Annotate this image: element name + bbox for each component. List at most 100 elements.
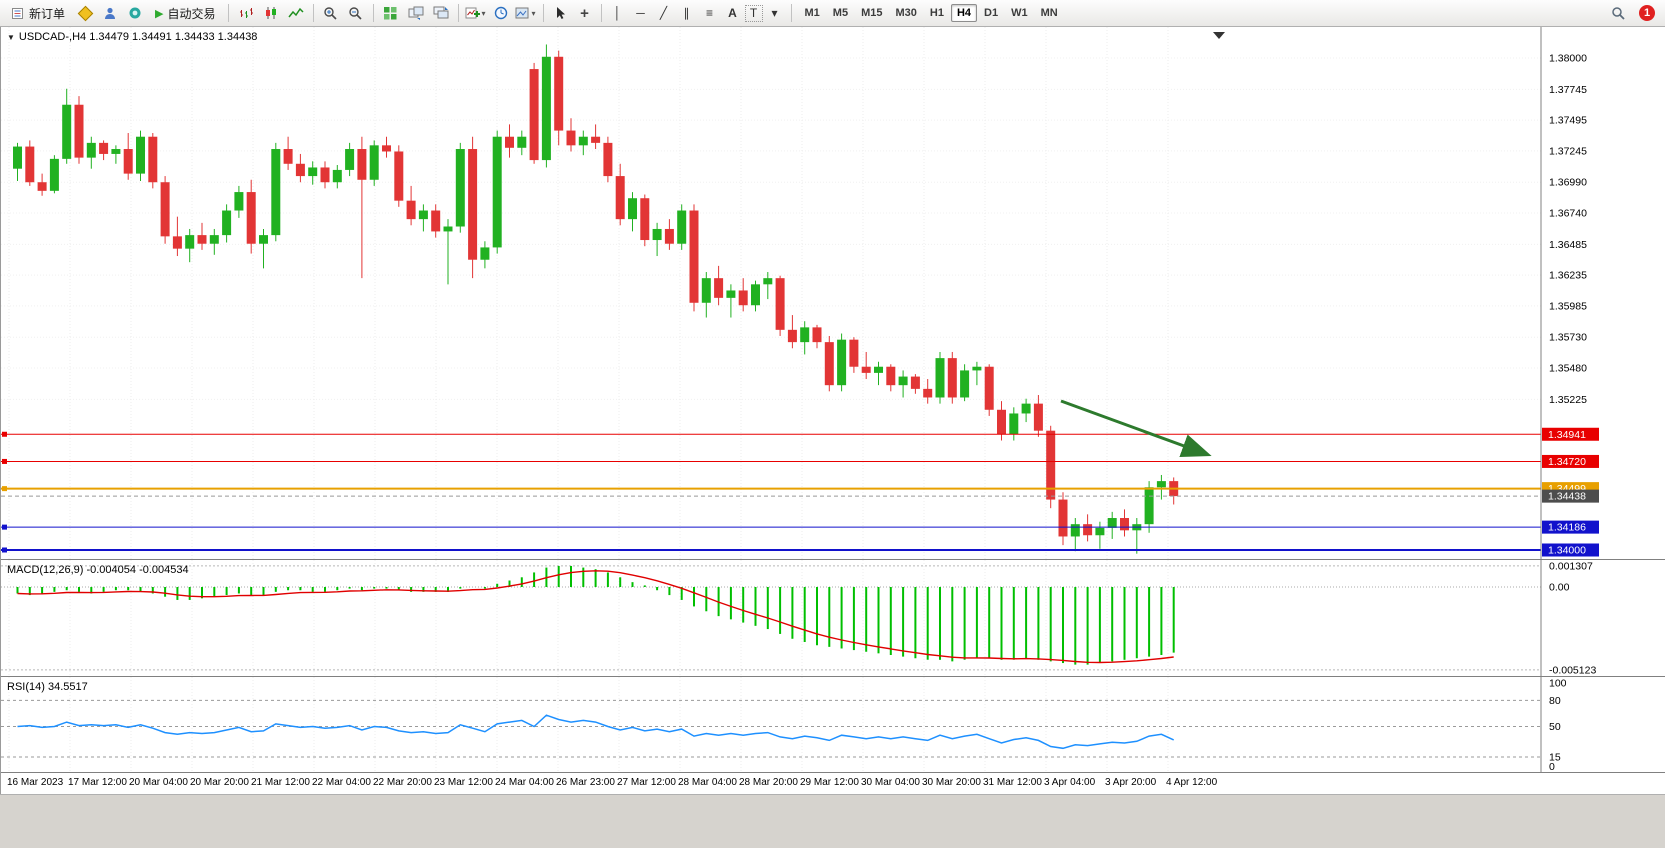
macd-panel-canvas[interactable]: 0.001307 0.00 -0.005123 xyxy=(1,559,1665,676)
scroll-to-end-marker[interactable] xyxy=(1213,32,1225,39)
line-handle[interactable] xyxy=(2,458,7,464)
timeframe-button-m1[interactable]: M1 xyxy=(804,7,820,19)
fibonacci-tool-button[interactable]: ≡ xyxy=(705,6,713,20)
new-order-label: 新订单 xyxy=(29,6,66,21)
arrange-windows-button[interactable] xyxy=(404,3,428,23)
time-axis-label: 3 Apr 04:00 xyxy=(1044,777,1096,788)
timeframe-button-h1[interactable]: H1 xyxy=(929,7,944,19)
svg-text:1.36485: 1.36485 xyxy=(1549,239,1587,251)
cursor-tool-button[interactable] xyxy=(549,3,573,23)
trend-arrow-annotation[interactable] xyxy=(1060,399,1212,458)
timeframe-button-h4[interactable]: H4 xyxy=(950,4,977,22)
tile-windows-button[interactable] xyxy=(379,3,403,23)
zoom-in-button[interactable] xyxy=(319,3,343,23)
separator xyxy=(790,4,792,22)
period-clock-button[interactable] xyxy=(489,3,513,23)
trendline-tool-button[interactable]: ╱ xyxy=(659,6,668,20)
timeframe-button-m15[interactable]: M15 xyxy=(861,7,883,19)
time-axis-label: 24 Mar 04:00 xyxy=(495,777,554,788)
market-watch-button[interactable] xyxy=(73,3,97,23)
channel-tool-button[interactable]: ∥ xyxy=(683,6,690,20)
price-chart-canvas[interactable]: 1.38000 1.37745 1.37495 1.37245 1.36990 1.367… xyxy=(1,27,1665,559)
separator xyxy=(600,4,602,22)
tile-windows-icon xyxy=(384,7,397,20)
rsi-panel-canvas[interactable]: 100 80 50 150 xyxy=(1,676,1665,772)
time-axis-label: 30 Mar 20:00 xyxy=(922,777,981,788)
timeframe-button-m30[interactable]: M30 xyxy=(895,7,917,19)
separator xyxy=(227,4,229,22)
line-handle[interactable] xyxy=(2,486,7,492)
window-bottom-strip xyxy=(0,794,1665,848)
auto-trading-label: 自动交易 xyxy=(167,6,216,21)
cursor-icon xyxy=(557,7,565,19)
time-axis[interactable]: 16 Mar 2023 17 Mar 12:00 20 Mar 04:00 20 Ma… xyxy=(1,772,1665,794)
macd-histogram xyxy=(16,565,1175,665)
line-chart-type-button[interactable] xyxy=(284,3,308,23)
data-window-icon xyxy=(129,7,141,19)
separator xyxy=(542,4,544,22)
line-handle[interactable] xyxy=(2,524,7,530)
svg-text:1.35985: 1.35985 xyxy=(1549,300,1587,312)
dropdown-caret-icon: ▾ xyxy=(481,8,486,18)
bar-chart-type-button[interactable] xyxy=(234,3,258,23)
candlestick-icon xyxy=(265,7,276,19)
arrows-tool-button[interactable]: ▾ xyxy=(771,6,778,20)
macd-signal-line xyxy=(17,570,1174,664)
vertical-line-tool-button[interactable]: │ xyxy=(613,6,622,20)
svg-text:1.36235: 1.36235 xyxy=(1549,270,1587,282)
text-tool-button[interactable]: A xyxy=(728,6,737,20)
horizontal-line-tool-button[interactable]: ─ xyxy=(636,6,645,20)
time-axis-label: 31 Mar 12:00 xyxy=(983,777,1042,788)
chart-template-button[interactable]: ▾ xyxy=(514,3,538,23)
clock-icon xyxy=(494,6,507,20)
zoom-out-button[interactable] xyxy=(344,3,368,23)
time-axis-label: 20 Mar 04:00 xyxy=(129,777,188,788)
line-handle[interactable] xyxy=(2,547,7,553)
notification-badge[interactable]: 1 xyxy=(1639,5,1655,21)
price-tag xyxy=(1542,427,1599,441)
collapse-arrow-icon[interactable]: ▼ xyxy=(7,32,15,42)
crosshair-tool-button[interactable]: + xyxy=(580,4,589,22)
timeframe-button-w1[interactable]: W1 xyxy=(1011,7,1028,19)
svg-text:1.36740: 1.36740 xyxy=(1549,207,1587,219)
svg-text:1.37745: 1.37745 xyxy=(1549,84,1587,96)
price-tag xyxy=(1542,489,1599,503)
search-icon xyxy=(1611,7,1625,20)
play-icon: ▶ xyxy=(155,7,164,20)
time-axis-label: 30 Mar 04:00 xyxy=(861,777,920,788)
data-window-button[interactable] xyxy=(123,3,147,23)
svg-text:1.35480: 1.35480 xyxy=(1549,362,1587,374)
chart-symbol-title[interactable]: ▼ USDCAD-,H4 1.34479 1.34491 1.34433 1.3… xyxy=(7,31,257,43)
cascade-windows-button[interactable] xyxy=(429,3,453,23)
time-axis-label: 29 Mar 12:00 xyxy=(800,777,859,788)
line-handle[interactable] xyxy=(2,431,7,437)
time-axis-label: 27 Mar 12:00 xyxy=(617,777,676,788)
cascade-windows-icon xyxy=(433,6,448,19)
search-button[interactable] xyxy=(1606,3,1630,23)
candlestick-chart-type-button[interactable] xyxy=(259,3,283,23)
auto-trading-button[interactable]: ▶ 自动交易 xyxy=(148,2,222,24)
time-axis-label: 23 Mar 12:00 xyxy=(434,777,493,788)
new-order-icon xyxy=(12,7,23,19)
svg-text:50: 50 xyxy=(1549,721,1561,733)
label-tool-button[interactable]: T xyxy=(744,4,763,22)
new-chart-button[interactable]: ▾ xyxy=(464,3,488,23)
timeframe-button-m5[interactable]: M5 xyxy=(832,7,849,19)
ohlc-bars-icon xyxy=(239,8,253,18)
svg-text:0: 0 xyxy=(1549,761,1555,772)
time-axis-label: 28 Mar 20:00 xyxy=(739,777,798,788)
new-order-button[interactable]: 新订单 xyxy=(4,2,72,24)
profile-icon xyxy=(105,7,116,19)
timeframe-button-mn[interactable]: MN xyxy=(1040,7,1058,19)
separator xyxy=(457,4,459,22)
time-axis-label: 3 Apr 20:00 xyxy=(1105,777,1157,788)
svg-text:0.00: 0.00 xyxy=(1549,582,1570,594)
timeframe-button-d1[interactable]: D1 xyxy=(984,7,999,19)
time-axis-label: 26 Mar 23:00 xyxy=(556,777,615,788)
price-tag xyxy=(1542,454,1599,468)
profiles-button[interactable] xyxy=(98,3,122,23)
time-axis-label: 4 Apr 12:00 xyxy=(1166,777,1218,788)
market-watch-icon xyxy=(77,5,93,21)
svg-text:0.001307: 0.001307 xyxy=(1549,560,1593,572)
svg-text:100: 100 xyxy=(1549,678,1567,690)
